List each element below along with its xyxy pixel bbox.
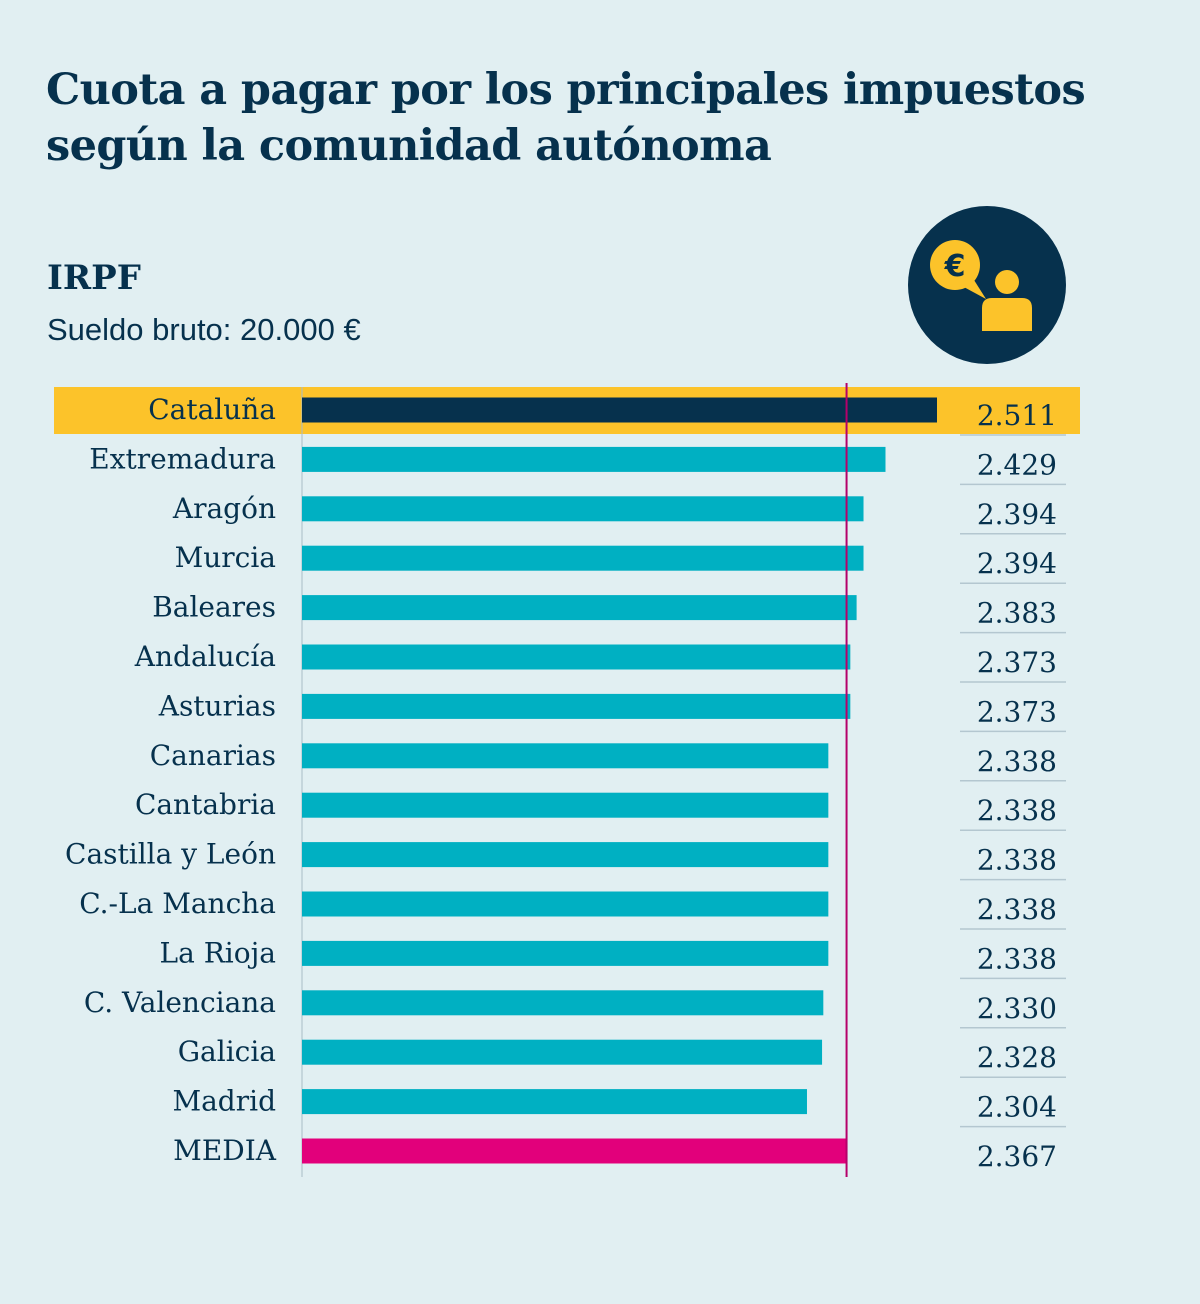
value-label: 2.304 — [977, 1091, 1057, 1124]
category-label: Aragón — [172, 492, 276, 525]
category-label: Cantabria — [135, 788, 276, 821]
value-label: 2.373 — [977, 646, 1057, 679]
bar-row — [302, 940, 829, 966]
chart-title: Cuota a pagar por los principales impues… — [46, 65, 1086, 171]
category-label: Baleares — [152, 591, 276, 624]
value-label: 2.367 — [977, 1140, 1057, 1173]
category-label: MEDIA — [173, 1134, 277, 1167]
bar-row — [302, 496, 864, 522]
svg-text:€: € — [944, 249, 966, 284]
value-label: 2.394 — [977, 498, 1057, 531]
category-label: Andalucía — [134, 640, 276, 673]
value-label: 2.338 — [977, 745, 1057, 778]
bar-row — [302, 693, 851, 719]
bar-row — [302, 842, 829, 868]
bar-row — [302, 446, 886, 472]
value-label: 2.328 — [977, 1041, 1057, 1074]
bar-row — [302, 595, 857, 621]
bar-media — [302, 1138, 847, 1164]
bar-row — [302, 990, 824, 1016]
category-label: C.-La Mancha — [79, 887, 276, 920]
category-label: La Rioja — [160, 936, 276, 969]
bar-row — [302, 792, 829, 818]
bar-row — [302, 397, 937, 423]
category-label: Galicia — [178, 1035, 276, 1068]
bar-row — [302, 891, 829, 917]
category-label: Extremadura — [89, 442, 276, 475]
value-label: 2.429 — [977, 448, 1057, 481]
bar-row — [302, 545, 864, 571]
value-label: 2.338 — [977, 942, 1057, 975]
chart-subtitle: IRPF — [47, 258, 141, 298]
bar-row — [302, 644, 851, 670]
category-label: Murcia — [175, 541, 276, 574]
value-label: 2.338 — [977, 893, 1057, 926]
category-label: C. Valenciana — [84, 986, 276, 1019]
category-label: Canarias — [150, 739, 276, 772]
euro-speech-person-icon: € — [908, 206, 1066, 364]
bar-row — [302, 1089, 807, 1115]
value-label: 2.511 — [977, 399, 1057, 432]
value-label: 2.394 — [977, 547, 1057, 580]
bar-row — [302, 743, 829, 769]
category-label: Asturias — [158, 689, 276, 722]
value-label: 2.330 — [977, 992, 1057, 1025]
chart-caption: Sueldo bruto: 20.000 € — [47, 312, 361, 347]
category-label: Castilla y León — [65, 838, 276, 871]
category-label: Cataluña — [148, 393, 276, 426]
bar-row — [302, 1039, 823, 1065]
value-label: 2.373 — [977, 695, 1057, 728]
value-label: 2.338 — [977, 794, 1057, 827]
category-label: Madrid — [172, 1085, 276, 1118]
value-label: 2.383 — [977, 597, 1057, 630]
value-label: 2.338 — [977, 844, 1057, 877]
